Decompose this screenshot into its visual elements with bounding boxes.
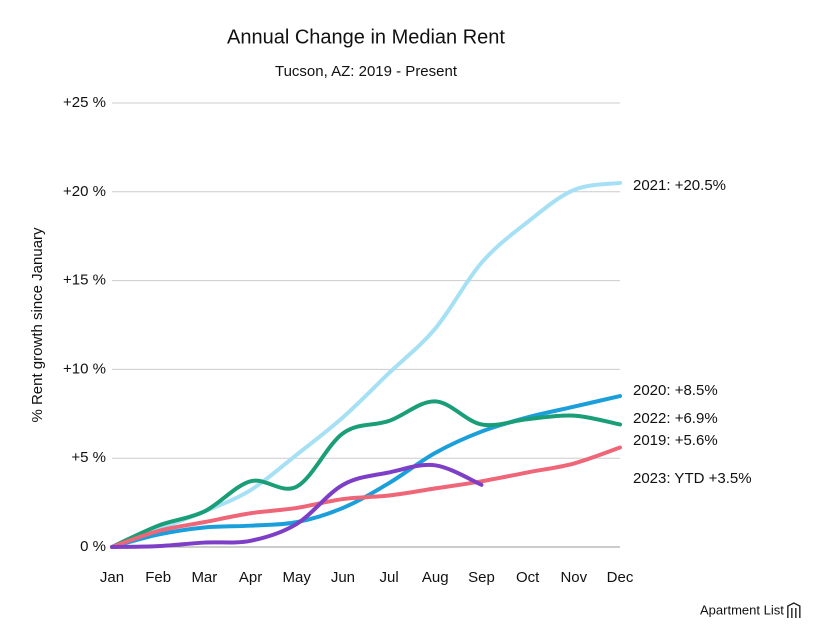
- x-tick-label: Jul: [379, 569, 398, 586]
- series-line: [110, 399, 622, 549]
- series-line: [110, 462, 484, 549]
- y-tick-label: +20 %: [63, 183, 106, 200]
- x-tick-label: Nov: [560, 569, 587, 586]
- chart-title: Annual Change in Median Rent: [227, 26, 505, 48]
- chart-subtitle: Tucson, AZ: 2019 - Present: [275, 63, 458, 80]
- x-tick-label: Apr: [239, 569, 262, 586]
- brand-logo: Apartment List: [700, 602, 801, 618]
- x-tick-label: Mar: [191, 569, 217, 586]
- x-tick-label: Jan: [100, 569, 124, 586]
- series-end-label: 2021: +20.5%: [633, 177, 726, 194]
- x-tick-label: Jun: [331, 569, 355, 586]
- y-tick-label: +25 %: [63, 94, 106, 111]
- series-end-label: 2019: +5.6%: [633, 432, 718, 449]
- brand-text: Apartment List: [700, 602, 784, 617]
- series-end-label: 2022: +6.9%: [633, 410, 718, 427]
- y-tick-label: +15 %: [63, 272, 106, 289]
- x-tick-label: Aug: [422, 569, 449, 586]
- x-tick-label: Dec: [607, 569, 634, 586]
- x-tick-label: May: [283, 569, 312, 586]
- y-tick-label: +10 %: [63, 360, 106, 377]
- x-tick-label: Feb: [145, 569, 171, 586]
- series-end-label: 2020: +8.5%: [633, 382, 718, 399]
- y-axis-label: % Rent growth since January: [29, 227, 46, 423]
- y-tick-label: 0 %: [80, 538, 106, 555]
- series-end-label: 2023: YTD +3.5%: [633, 470, 752, 487]
- y-tick-label: +5 %: [71, 449, 106, 466]
- x-tick-label: Sep: [468, 569, 495, 586]
- series-line: [110, 445, 622, 549]
- brand-icon: [787, 602, 801, 618]
- x-tick-label: Oct: [516, 569, 540, 586]
